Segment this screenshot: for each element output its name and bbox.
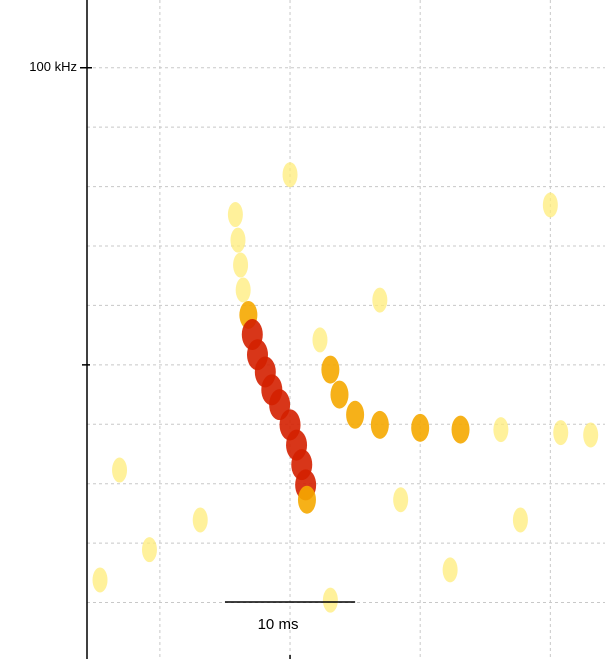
energy-blob	[322, 587, 338, 613]
energy-blob	[393, 487, 409, 513]
axes: 100 kHz 10 ms	[29, 59, 356, 659]
energy-blob	[370, 410, 389, 439]
energy-blob	[451, 415, 470, 444]
scale-bar-label: 10 ms	[258, 616, 299, 633]
energy-blob	[493, 417, 509, 443]
energy-blob	[442, 557, 458, 583]
energy-blob	[542, 192, 558, 218]
spectrogram-marks	[92, 162, 599, 613]
energy-blob	[92, 567, 108, 593]
energy-blob	[553, 420, 569, 446]
energy-blob	[297, 485, 316, 514]
energy-blob	[227, 202, 243, 228]
energy-blob	[235, 277, 251, 303]
y-tick-label: 100 kHz	[29, 59, 77, 74]
energy-blob	[330, 380, 349, 409]
energy-blob	[321, 355, 340, 384]
energy-blob	[583, 422, 599, 448]
energy-blob	[112, 457, 128, 483]
energy-blob	[282, 162, 298, 188]
energy-blob	[233, 252, 249, 278]
energy-blob	[512, 507, 528, 533]
energy-blob	[141, 537, 157, 563]
energy-blob	[312, 327, 328, 353]
grid	[87, 0, 605, 659]
energy-blob	[411, 413, 430, 442]
energy-blob	[192, 507, 208, 533]
energy-blob	[372, 287, 388, 313]
energy-blob	[346, 400, 365, 429]
energy-blob	[230, 227, 246, 253]
